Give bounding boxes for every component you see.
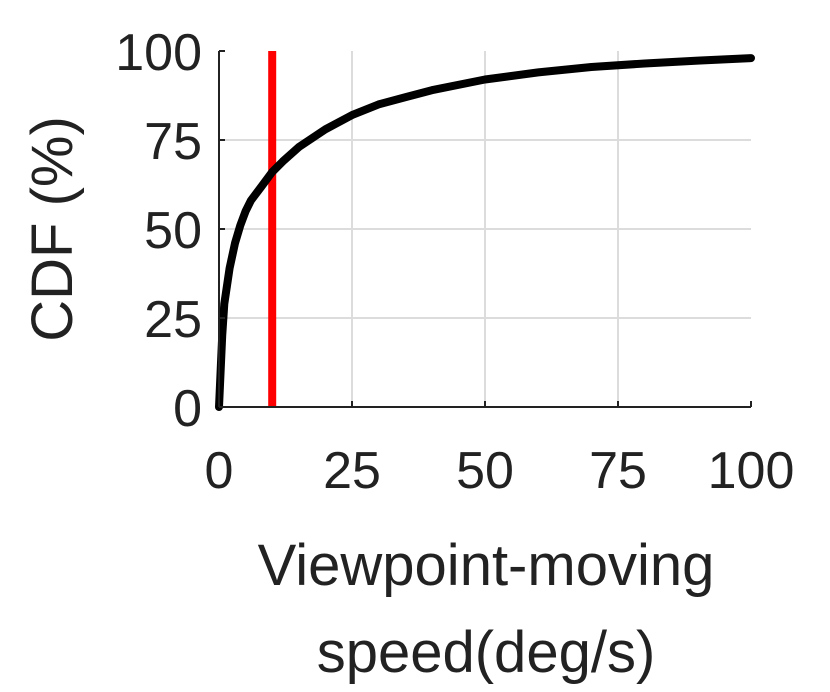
cdf-series-line	[215, 54, 755, 411]
y-tick-label: 0	[173, 380, 202, 438]
y-tick-label: 100	[115, 24, 202, 82]
y-tick-label: 75	[144, 113, 202, 171]
x-tick-label: 75	[589, 442, 647, 500]
x-axis-title-line-1: Viewpoint-moving	[258, 533, 715, 598]
series-lines	[215, 54, 755, 411]
axes	[218, 50, 752, 408]
x-axis-title-line-2: speed(deg/s)	[317, 620, 656, 685]
x-tick-label: 0	[205, 442, 234, 500]
x-tick-label: 25	[323, 442, 381, 500]
x-tick-label: 100	[708, 442, 795, 500]
y-axis-title: CDF (%)	[20, 116, 85, 342]
grid-lines	[219, 51, 751, 407]
y-tick-label: 25	[144, 291, 202, 349]
tick-labels: 0 25 50 75 100 0 25 50 75 100	[115, 24, 794, 500]
y-tick-label: 50	[144, 202, 202, 260]
x-tick-label: 50	[456, 442, 514, 500]
